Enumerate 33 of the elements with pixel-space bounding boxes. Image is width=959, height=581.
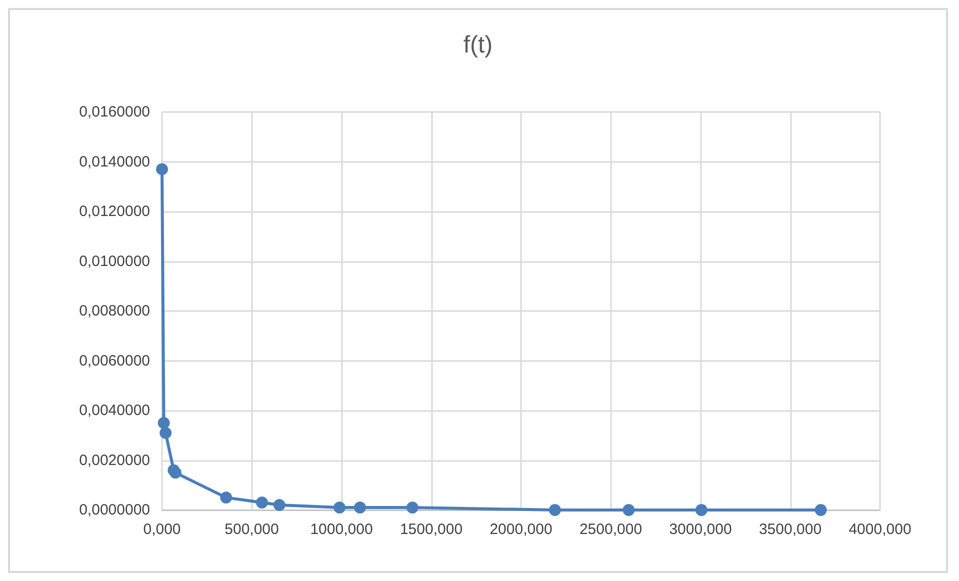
- point: [354, 502, 366, 514]
- point: [156, 163, 168, 176]
- x-tick-label: 3000,000: [669, 521, 732, 538]
- y-tick-label: 0,0000000: [79, 502, 150, 518]
- point: [695, 504, 708, 516]
- point: [256, 496, 268, 509]
- y-tick-label: 0,0120000: [79, 203, 150, 220]
- x-tick-label: 2000,000: [490, 521, 552, 538]
- y-tick-label: 0,0100000: [79, 252, 150, 270]
- y-tick-label: 0,0040000: [79, 402, 150, 419]
- point: [548, 504, 561, 516]
- x-tick-label: 4000,000: [848, 521, 912, 538]
- x-tick-label: 500,000: [224, 521, 279, 538]
- point: [814, 504, 827, 516]
- y-tick-label: 0,0060000: [79, 352, 150, 370]
- point: [406, 502, 418, 514]
- point: [220, 492, 232, 504]
- x-tick-label: 2500,000: [579, 521, 642, 538]
- point: [334, 502, 346, 514]
- point: [273, 499, 286, 512]
- point: [160, 426, 172, 439]
- y-tick-label: 0,0080000: [79, 302, 150, 320]
- x-tick-label: 0,000: [143, 521, 181, 538]
- y-tick-label: 0,0140000: [79, 153, 150, 170]
- point: [169, 466, 182, 479]
- x-tick-label: 3500,000: [758, 521, 822, 538]
- y-tick-label: 0,0020000: [79, 452, 150, 469]
- point: [622, 504, 635, 516]
- x-tick-label: 1500,000: [400, 521, 463, 538]
- y-tick-label: 0,0160000: [79, 104, 150, 120]
- chart-title: f(t): [463, 32, 493, 58]
- x-tick-label: 1000,000: [310, 521, 373, 538]
- point: [158, 416, 170, 429]
